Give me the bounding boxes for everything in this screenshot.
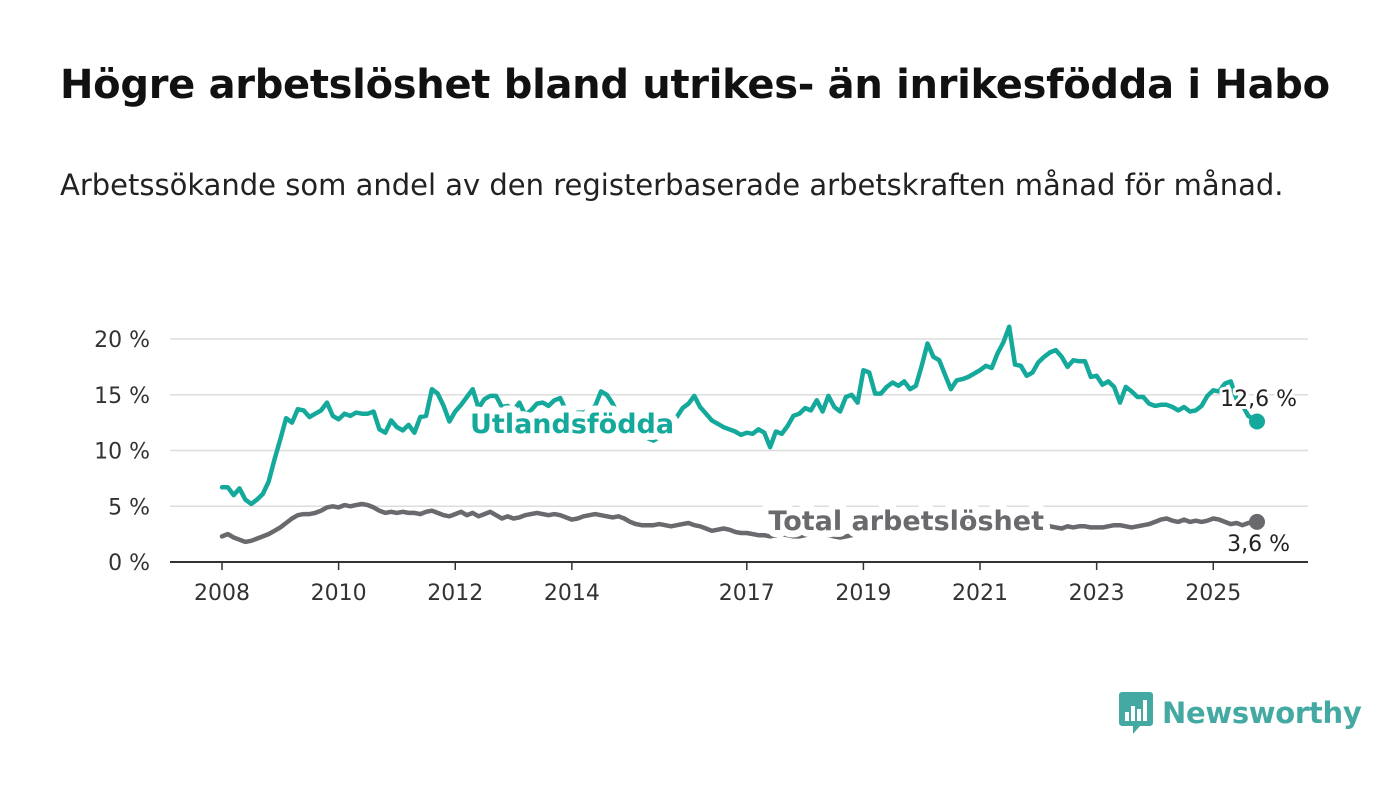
series-line	[219, 324, 1260, 507]
x-tick-label: 2008	[194, 581, 250, 606]
x-tick-label: 2019	[835, 581, 891, 606]
chart-title: Högre arbetslöshet bland utrikes- än inr…	[60, 62, 1330, 108]
x-tick-label: 2014	[544, 581, 600, 606]
series-name-label: Utlandsfödda	[470, 409, 674, 440]
chart-subtitle: Arbetssökande som andel av den registerb…	[60, 168, 1284, 202]
x-tick-label: 2017	[719, 581, 775, 606]
y-tick-label: 20 %	[94, 328, 150, 353]
newsworthy-logo-icon	[1119, 692, 1153, 734]
series-end-marker	[1249, 513, 1265, 530]
brand-name: Newsworthy	[1162, 696, 1362, 730]
x-tick-label: 2021	[952, 581, 1008, 606]
x-tick-label: 2010	[311, 581, 367, 606]
y-tick-label: 10 %	[94, 440, 150, 465]
series-end-marker	[1249, 413, 1265, 430]
x-tick-label: 2023	[1069, 581, 1125, 606]
y-tick-label: 5 %	[108, 495, 150, 520]
x-tick-label: 2025	[1185, 581, 1241, 606]
series-end-value-label: 3,6 %	[1227, 532, 1290, 557]
y-tick-label: 15 %	[94, 384, 150, 409]
x-tick-label: 2012	[427, 581, 483, 606]
series-name-label: Total arbetslöshet	[768, 506, 1044, 537]
series-end-value-label: 12,6 %	[1220, 387, 1297, 412]
brand: Newsworthy	[1118, 690, 1362, 736]
y-tick-label: 0 %	[108, 551, 150, 576]
series-line	[219, 501, 1260, 545]
